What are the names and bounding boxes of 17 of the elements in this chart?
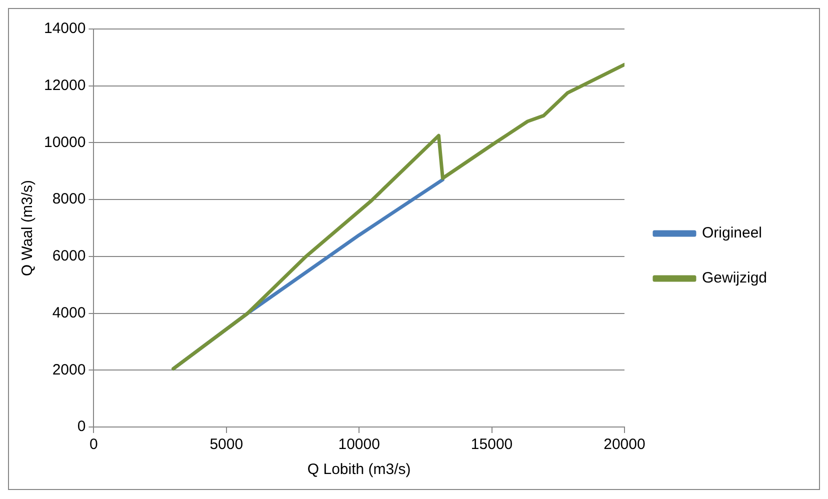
y-tick-label: 2000 [52,361,86,378]
x-tick-label: 15000 [470,436,513,454]
y-tick-label: 6000 [52,248,86,265]
y-tick-label: 4000 [52,304,86,322]
y-tick-label: 10000 [44,134,86,151]
legend-label: Origineel [702,224,762,242]
y-tick-label: 0 [77,418,86,436]
y-axis-title: Q Waal (m3/s) [19,180,36,276]
legend-label: Gewijzigd [702,270,768,287]
x-tick-label: 10000 [338,436,380,454]
x-axis-title: Q Lobith (m3/s) [307,461,411,478]
y-tick-label: 12000 [44,77,86,94]
y-tick-label: 8000 [52,190,86,208]
x-tick-label: 5000 [210,436,244,454]
x-tick-label: 20000 [604,436,646,454]
y-tick-label: 14000 [44,20,86,38]
x-tick-label: 0 [90,436,98,454]
